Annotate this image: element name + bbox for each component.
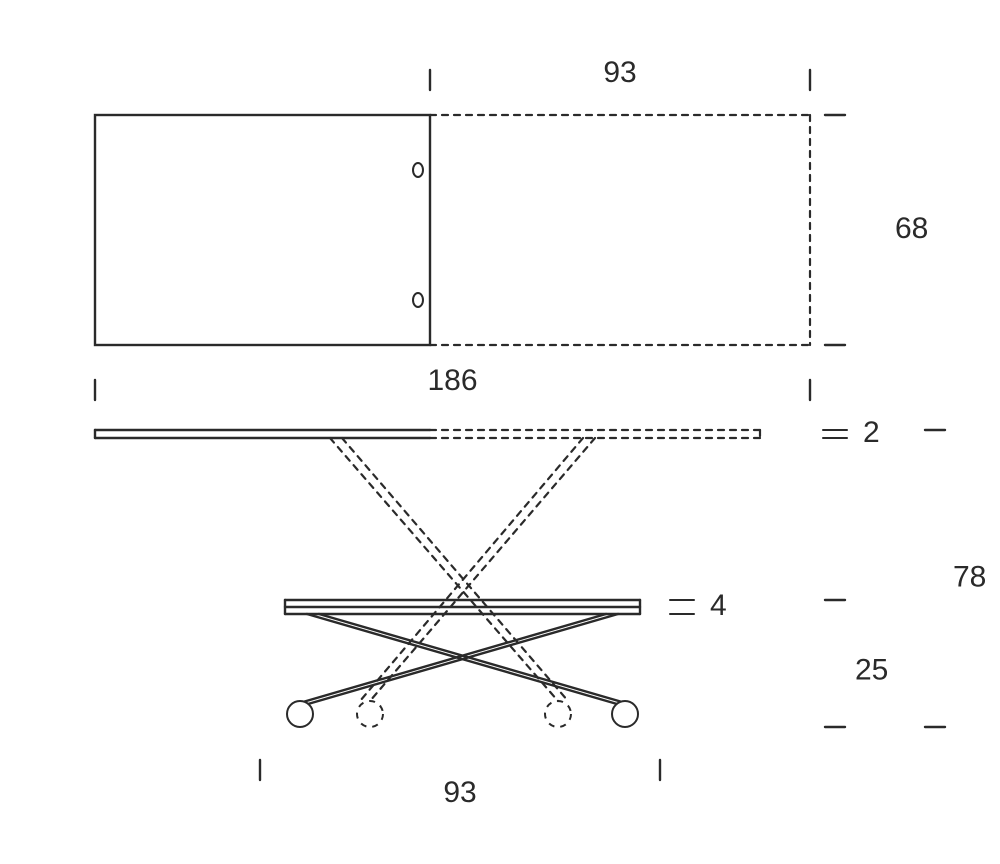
svg-text:2: 2 [863,416,880,449]
technical-drawing: 93 68 186 2 4 25 78 93 [0,0,1000,864]
svg-text:4: 4 [710,589,727,622]
svg-text:25: 25 [855,653,888,686]
svg-text:93: 93 [603,56,636,89]
svg-text:78: 78 [953,560,986,593]
svg-text:68: 68 [895,212,928,245]
svg-text:93: 93 [443,776,476,809]
svg-text:186: 186 [427,364,477,397]
